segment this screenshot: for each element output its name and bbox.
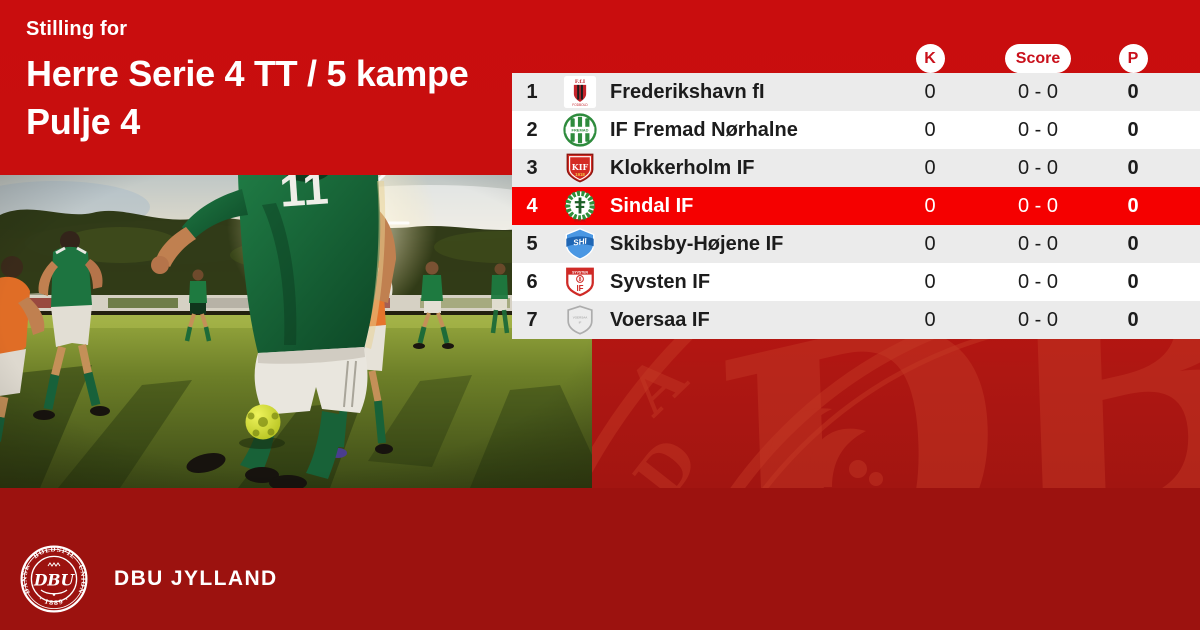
club-name: IF Fremad Nørhalne xyxy=(610,118,798,141)
svg-text:F.f.I: F.f.I xyxy=(575,79,585,85)
svg-text:KIF: KIF xyxy=(572,162,589,172)
row-position: 7 xyxy=(526,308,538,331)
watermark-letter-d: D xyxy=(620,425,713,488)
row-position: 4 xyxy=(526,194,538,217)
footer: DANSK · BOLDSPIL · UNION · 1889 · DBU DB… xyxy=(20,545,278,613)
skibsby-hojene-if-logo: SHI xyxy=(552,227,608,261)
row-p-value: 0 xyxy=(1127,80,1139,103)
watermark-wing-icon xyxy=(768,408,832,487)
frederikshavn-fi-logo: F.f.I FODBOLD xyxy=(552,75,608,109)
row-score-value: 0 - 0 xyxy=(1017,156,1059,179)
svg-text:IF: IF xyxy=(579,320,582,324)
table-row: 7 VOERSAA IF Voersaa IF 0 0 - 0 0 xyxy=(512,301,1200,339)
svg-text:VOERSAA: VOERSAA xyxy=(573,316,588,320)
sindal-if-logo: SINDAL xyxy=(552,189,608,223)
table-row: 2 FREMAD IF Fremad Nørhalne 0 0 - 0 0 xyxy=(512,111,1200,149)
row-p-value: 0 xyxy=(1127,232,1139,255)
row-k-value: 0 xyxy=(924,232,936,255)
row-position: 2 xyxy=(526,118,538,141)
row-k-value: 0 xyxy=(924,80,936,103)
row-position: 6 xyxy=(526,270,538,293)
football-photo: 11 xyxy=(0,118,592,491)
table-row: 6 SYVSTEN 8 IF Syvsten IF 0 0 - 0 0 xyxy=(512,263,1200,301)
standings-rows: 1 F.f.I FODBOLD Frederikshavn fI 0 0 - 0 … xyxy=(512,73,1200,339)
row-k-value: 0 xyxy=(924,118,936,141)
header: Stilling for Herre Serie 4 TT / 5 kampe … xyxy=(26,18,469,146)
title-line2: Pulje 4 xyxy=(26,101,140,142)
row-p-value: 0 xyxy=(1127,194,1139,217)
watermark-dbu-text: DBU xyxy=(660,339,1200,488)
club-name: Syvsten IF xyxy=(610,270,711,293)
title-line1: Herre Serie 4 TT / 5 kampe xyxy=(26,53,469,94)
svg-text:IF: IF xyxy=(576,284,583,293)
seal-center-text: DBU xyxy=(33,571,76,590)
dbu-seal-watermark-icon: A D DBU xyxy=(592,339,1200,488)
standings-table: K Score P 1 F.f.I FODBOLD Frederikshavn f… xyxy=(512,44,1200,339)
club-name: Klokkerholm IF xyxy=(610,156,755,179)
row-p-value: 0 xyxy=(1127,156,1139,179)
club-name: Sindal IF xyxy=(610,194,694,217)
brand-wordmark: DBU JYLLAND xyxy=(114,567,278,590)
row-k-value: 0 xyxy=(924,308,936,331)
column-badge-score: Score xyxy=(1004,44,1072,73)
club-name: Voersaa IF xyxy=(610,308,710,331)
row-score-value: 0 - 0 xyxy=(1017,194,1059,217)
klokkerholm-if-logo: KIF 1918 xyxy=(552,151,608,185)
table-row: 3 KIF 1918 Klokkerholm IF 0 0 - 0 0 xyxy=(512,149,1200,187)
column-badge-p: P xyxy=(1118,44,1148,73)
eyebrow-label: Stilling for xyxy=(26,18,128,40)
svg-text:SHI: SHI xyxy=(573,237,588,248)
dbu-watermark: A D DBU xyxy=(592,339,1200,488)
table-header: K Score P xyxy=(512,44,1200,73)
svg-text:8: 8 xyxy=(579,277,582,283)
if-fremad-norhalne-logo: FREMAD xyxy=(552,113,608,147)
row-position: 5 xyxy=(526,232,538,255)
svg-text:SINDAL: SINDAL xyxy=(574,219,586,223)
club-name: Skibsby-Højene IF xyxy=(610,232,784,255)
row-k-value: 0 xyxy=(924,156,936,179)
svg-text:FODBOLD: FODBOLD xyxy=(572,103,588,107)
seal-arc-bottom-text: · 1889 · xyxy=(37,596,69,607)
page-title: Herre Serie 4 TT / 5 kampe Pulje 4 xyxy=(26,50,469,146)
row-position: 1 xyxy=(526,80,538,103)
table-row: 1 F.f.I FODBOLD Frederikshavn fI 0 0 - 0 … xyxy=(512,73,1200,111)
row-score-value: 0 - 0 xyxy=(1017,80,1059,103)
table-row: 5 SHI Skibsby-Højene IF 0 0 - 0 0 xyxy=(512,225,1200,263)
row-score-value: 0 - 0 xyxy=(1017,270,1059,293)
row-position: 3 xyxy=(526,156,538,179)
row-p-value: 0 xyxy=(1127,270,1139,293)
row-score-value: 0 - 0 xyxy=(1017,118,1059,141)
svg-text:SYVSTEN: SYVSTEN xyxy=(572,270,588,274)
row-p-value: 0 xyxy=(1127,118,1139,141)
svg-text:FREMAD: FREMAD xyxy=(572,128,589,133)
dbu-seal-icon: DANSK · BOLDSPIL · UNION · 1889 · DBU xyxy=(20,545,88,613)
row-score-value: 0 - 0 xyxy=(1017,232,1059,255)
table-row: 4 SINDAL Sindal IF 0 0 - 0 0 xyxy=(512,187,1200,225)
row-p-value: 0 xyxy=(1127,308,1139,331)
voersaa-if-logo: VOERSAA IF xyxy=(552,303,608,337)
svg-text:· 1889 ·: · 1889 · xyxy=(37,596,70,607)
column-badge-k: K xyxy=(915,44,945,73)
row-score-value: 0 - 0 xyxy=(1017,308,1059,331)
club-name: Frederikshavn fI xyxy=(610,80,765,103)
syvsten-if-logo: SYVSTEN 8 IF xyxy=(552,265,608,299)
svg-text:1918: 1918 xyxy=(575,172,585,177)
row-k-value: 0 xyxy=(924,194,936,217)
row-k-value: 0 xyxy=(924,270,936,293)
